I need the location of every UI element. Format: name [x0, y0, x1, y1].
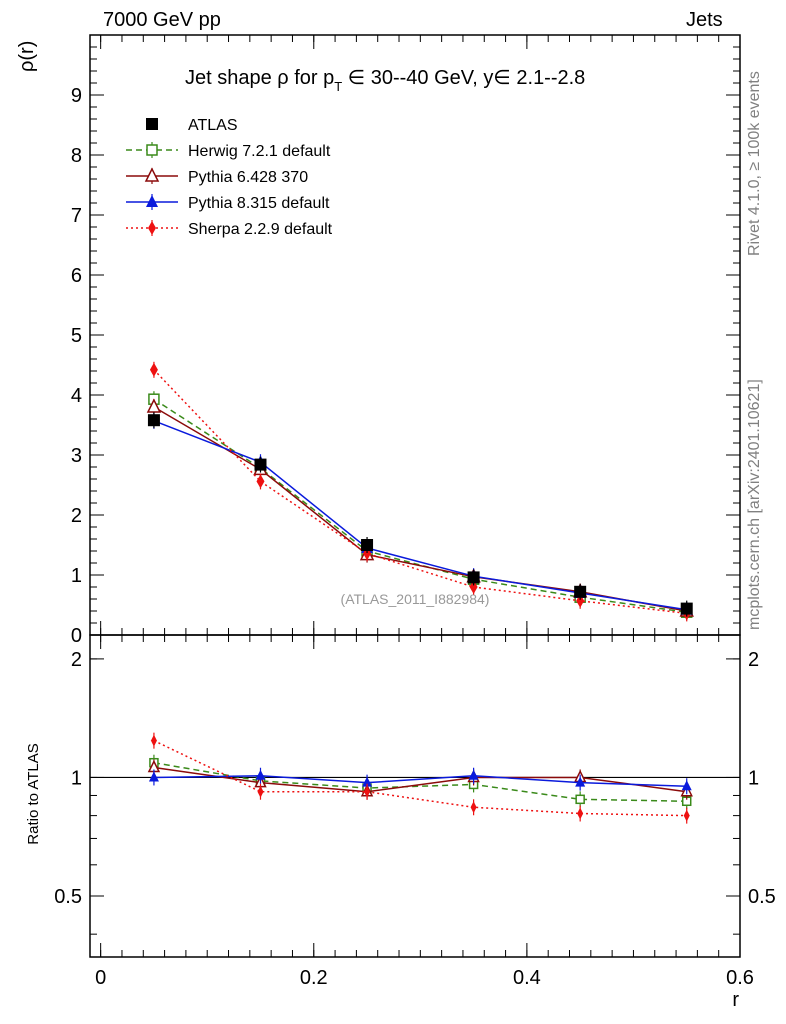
data-point — [146, 398, 162, 413]
chart-title-post: ∈ 30--40 GeV, y∈ 2.1--2.8 — [342, 67, 585, 89]
legend-label: Pythia 6.428 370 — [188, 169, 308, 186]
data-point — [574, 585, 587, 598]
ratio-line — [153, 761, 687, 803]
ratio-point — [364, 785, 371, 798]
legend-label: Sherpa 2.2.9 default — [188, 221, 333, 238]
legend-marker — [146, 144, 158, 156]
legend-marker — [144, 167, 160, 182]
y-tick-label: 0 — [71, 625, 82, 647]
ratio-line — [153, 739, 687, 817]
chart-title: Jet shape ρ for pT ∈ 30--40 GeV, y∈ 2.1-… — [185, 67, 585, 94]
x-tick-label: 0.4 — [513, 967, 541, 989]
series-0 — [147, 412, 693, 617]
ratio-y-axis-label: Ratio to ATLAS — [25, 743, 42, 844]
ratio-line — [153, 774, 687, 787]
y-tick-label: 3 — [71, 445, 82, 467]
ratio-point — [362, 776, 373, 787]
y-tick-label: 6 — [71, 265, 82, 287]
ratio-panel-border — [89, 634, 741, 958]
y-tick-label: 7 — [71, 205, 82, 227]
ratio-tick-label: 2 — [71, 649, 82, 671]
y-tick-label: 1 — [71, 565, 82, 587]
data-point — [147, 414, 160, 427]
chart-title-sub: T — [334, 79, 342, 94]
series-line — [153, 406, 687, 612]
data-point — [254, 458, 267, 471]
y-tick-label: 4 — [71, 385, 82, 407]
ratio-point — [575, 776, 586, 787]
x-axis-label: r — [732, 989, 739, 1011]
ratio-tick-label-right: 1 — [748, 767, 759, 789]
x-tick-label: 0.6 — [726, 967, 754, 989]
ratio-tick-label: 0.5 — [54, 886, 82, 908]
ratio-point — [681, 780, 692, 791]
ratio-point — [683, 809, 690, 822]
y-axis-label: ρ(r) — [16, 41, 38, 72]
ratio-tick-label-right: 0.5 — [748, 886, 776, 908]
ratio-tick-label-right: 2 — [748, 649, 759, 671]
legend: ATLAS Herwig 7.2.1 default Pythia 6.428 37… — [126, 117, 333, 238]
header-left: 7000 GeV pp — [103, 9, 221, 31]
ratio-point — [470, 801, 477, 814]
data-point — [680, 602, 693, 615]
ratio-point — [255, 769, 266, 780]
legend-label: Herwig 7.2.1 default — [188, 143, 331, 160]
legend-label: Pythia 8.315 default — [188, 195, 330, 212]
series-line — [153, 369, 687, 615]
legend-label: ATLAS — [188, 117, 238, 134]
y-tick-label: 8 — [71, 145, 82, 167]
legend-marker — [146, 118, 158, 130]
series-line — [153, 398, 687, 613]
data-point — [467, 571, 480, 584]
y-tick-label: 2 — [71, 505, 82, 527]
series-4 — [149, 361, 691, 824]
data-point — [149, 362, 158, 377]
ratio-point — [257, 785, 264, 798]
ratio-point — [577, 807, 584, 820]
x-tick-label: 0.2 — [300, 967, 328, 989]
x-tick-label: 0 — [95, 967, 106, 989]
ratio-panel-frame — [89, 634, 741, 958]
ratio-line — [153, 766, 687, 793]
data-point — [469, 580, 478, 594]
legend-marker — [148, 221, 156, 235]
data-point — [361, 539, 374, 551]
y-tick-label: 5 — [71, 325, 82, 347]
ratio-point — [468, 769, 479, 780]
y-tick-label: 9 — [71, 85, 82, 107]
ratio-point — [148, 771, 159, 782]
data-point — [256, 474, 265, 489]
ratio-point — [575, 794, 585, 805]
ratio-tick-label: 1 — [71, 767, 82, 789]
series-layer — [146, 361, 694, 824]
series-line — [153, 420, 687, 611]
analysis-tag: (ATLAS_2011_I882984) — [341, 591, 490, 607]
header-right: Jets — [686, 9, 723, 31]
legend-marker — [146, 195, 158, 207]
chart-title-pre: Jet shape ρ for p — [185, 67, 334, 89]
ratio-point — [150, 734, 157, 747]
